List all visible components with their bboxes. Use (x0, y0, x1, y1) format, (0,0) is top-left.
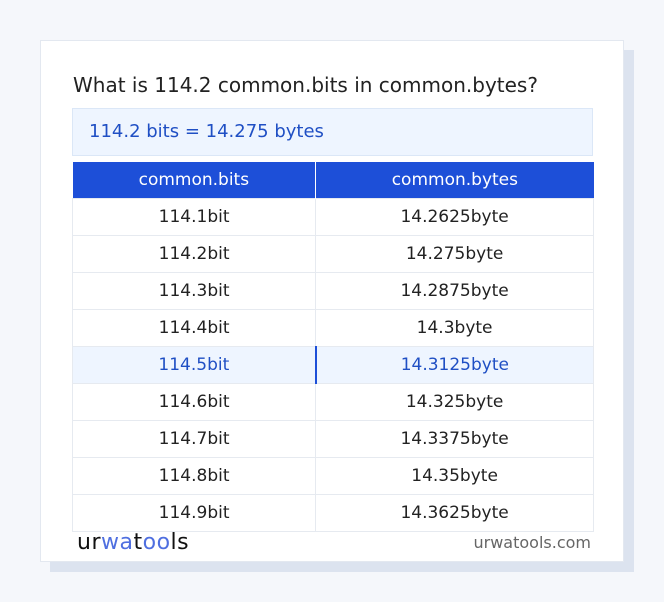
converter-card: What is 114.2 common.bits in common.byte… (40, 40, 624, 562)
bits-cell: 114.9bit (71, 494, 317, 532)
table-row: 114.6bit 14.325byte (71, 383, 594, 421)
bytes-cell: 14.2625byte (315, 198, 594, 236)
bytes-cell: 14.3375byte (315, 420, 594, 458)
bytes-cell: 14.275byte (315, 235, 594, 273)
bytes-cell: 14.2875byte (315, 272, 594, 310)
bits-cell: 114.5bit (71, 346, 317, 384)
bytes-cell: 14.35byte (315, 457, 594, 495)
bits-cell: 114.1bit (71, 198, 317, 236)
bytes-cell: 14.3625byte (315, 494, 594, 532)
site-link[interactable]: urwatools.com (473, 533, 592, 552)
table-row: 114.3bit 14.2875byte (71, 272, 594, 310)
bits-cell: 114.2bit (71, 235, 317, 273)
bytes-cell: 14.3125byte (314, 346, 594, 384)
urwatools-logo[interactable]: urwatools (77, 530, 190, 555)
conversion-table: common.bits common.bytes 114.1bit 14.2625… (71, 162, 594, 532)
table-row: 114.2bit 14.275byte (71, 235, 594, 273)
bits-cell: 114.4bit (71, 309, 317, 347)
bytes-cell: 14.325byte (315, 383, 594, 421)
bytes-cell: 14.3byte (315, 309, 594, 347)
page-title: What is 114.2 common.bits in common.byte… (73, 73, 538, 97)
table-row: 114.8bit 14.35byte (71, 457, 594, 495)
bits-cell: 114.8bit (71, 457, 317, 495)
bits-cell: 114.3bit (71, 272, 317, 310)
bits-cell: 114.7bit (71, 420, 317, 458)
table-row: 114.4bit 14.3byte (71, 309, 594, 347)
table-row: 114.7bit 14.3375byte (71, 420, 594, 458)
column-header: common.bits (72, 162, 316, 199)
table-row: 114.1bit 14.2625byte (71, 198, 594, 236)
table-row: 114.9bit 14.3625byte (71, 494, 594, 532)
result-box: 114.2 bits = 14.275 bytes (72, 108, 593, 156)
bits-cell: 114.6bit (71, 383, 317, 421)
column-header: common.bytes (315, 162, 594, 199)
table-row: 114.5bit 14.3125byte (71, 346, 594, 384)
